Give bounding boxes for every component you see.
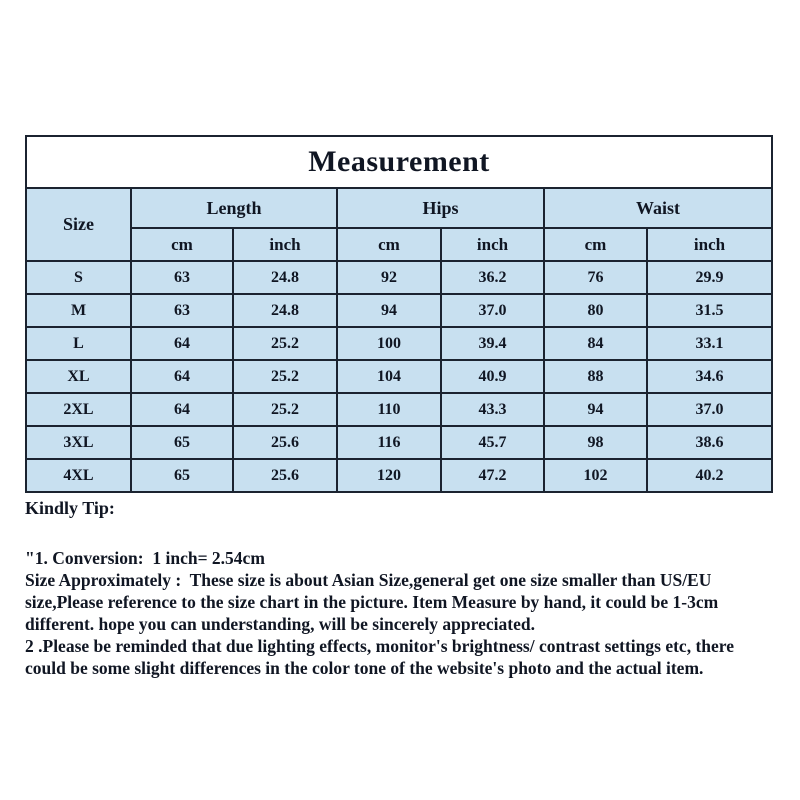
size-table-body: S 63 24.8 92 36.2 76 29.9 M 63 24.8 94 37.0 80 31.5 L 6… <box>25 260 774 493</box>
size-cell: 3XL <box>25 425 132 460</box>
note-line: size,Please reference to the size chart … <box>25 592 719 612</box>
table-title-row: Measurement <box>24 135 774 189</box>
size-cell: 4XL <box>25 458 132 493</box>
note-line: could be some slight differences in the … <box>25 658 704 678</box>
column-header-size: Size <box>25 187 132 262</box>
measurement-cell: 24.8 <box>232 260 338 295</box>
note-line: Size Approximately : These size is about… <box>25 570 712 590</box>
measurement-cell: 88 <box>543 359 648 394</box>
kindly-tip-heading: Kindly Tip: <box>25 498 115 518</box>
measurement-cell: 92 <box>336 260 442 295</box>
note-line: different. hope you can understanding, w… <box>25 614 535 634</box>
measurement-cell: 76 <box>543 260 648 295</box>
measurement-cell: 34.6 <box>645 359 774 394</box>
table-group-header-row: Size Length Hips Waist <box>25 187 774 262</box>
measurement-cell: 64 <box>130 359 234 394</box>
measurement-cell: 63 <box>130 293 234 328</box>
measurement-cell: 43.3 <box>440 392 545 427</box>
measurement-cell: 94 <box>543 392 648 427</box>
table-unit-header-row: cm inch cm inch cm inch <box>26 227 774 262</box>
page-title: Measurement <box>24 135 774 189</box>
column-group-hips: Hips <box>336 187 545 229</box>
unit-header-hips-inch: inch <box>440 227 545 262</box>
measurement-cell: 98 <box>543 425 648 460</box>
measurement-cell: 45.7 <box>440 425 545 460</box>
measurement-cell: 36.2 <box>440 260 545 295</box>
measurement-cell: 24.8 <box>232 293 338 328</box>
measurement-cell: 39.4 <box>440 326 545 361</box>
measurement-cell: 47.2 <box>440 458 545 493</box>
measurement-cell: 65 <box>130 458 234 493</box>
unit-header-hips-cm: cm <box>336 227 442 262</box>
measurement-cell: 64 <box>130 392 234 427</box>
measurement-cell: 38.6 <box>645 425 774 460</box>
measurement-cell: 116 <box>336 425 442 460</box>
measurement-cell: 102 <box>543 458 648 493</box>
measurement-cell: 80 <box>543 293 648 328</box>
table-row: M 63 24.8 94 37.0 80 31.5 <box>25 293 774 328</box>
unit-header-waist-inch: inch <box>645 227 774 262</box>
unit-header-length-cm: cm <box>130 227 234 262</box>
measurement-cell: 64 <box>130 326 234 361</box>
size-cell: 2XL <box>25 392 132 427</box>
table-row: 4XL 65 25.6 120 47.2 102 40.2 <box>25 458 774 493</box>
measurement-cell: 37.0 <box>645 392 774 427</box>
measurement-cell: 25.2 <box>232 359 338 394</box>
measurement-cell: 110 <box>336 392 442 427</box>
size-cell: XL <box>25 359 132 394</box>
notes-section: Kindly Tip: "1. Conversion: 1 inch= 2.54… <box>25 498 780 679</box>
measurement-cell: 25.2 <box>232 326 338 361</box>
measurement-cell: 40.2 <box>645 458 774 493</box>
measurement-cell: 100 <box>336 326 442 361</box>
unit-header-length-inch: inch <box>232 227 338 262</box>
measurement-cell: 29.9 <box>645 260 774 295</box>
measurement-cell: 33.1 <box>645 326 774 361</box>
measurement-cell: 65 <box>130 425 234 460</box>
measurement-cell: 94 <box>336 293 442 328</box>
size-cell: M <box>25 293 132 328</box>
column-group-waist: Waist <box>542 187 774 229</box>
measurement-cell: 25.2 <box>232 392 338 427</box>
table-row: 3XL 65 25.6 116 45.7 98 38.6 <box>25 425 774 460</box>
measurement-cell: 40.9 <box>440 359 545 394</box>
table-row: 2XL 64 25.2 110 43.3 94 37.0 <box>25 392 774 427</box>
measurement-cell: 63 <box>130 260 234 295</box>
note-line: "1. Conversion: 1 inch= 2.54cm <box>25 548 265 568</box>
column-group-length: Length <box>130 187 338 229</box>
table-row: L 64 25.2 100 39.4 84 33.1 <box>25 326 774 361</box>
size-cell: L <box>25 326 132 361</box>
measurement-cell: 25.6 <box>232 458 338 493</box>
table-row: XL 64 25.2 104 40.9 88 34.6 <box>25 359 774 394</box>
measurement-cell: 120 <box>336 458 442 493</box>
measurement-cell: 84 <box>543 326 648 361</box>
measurement-cell: 37.0 <box>440 293 545 328</box>
table-row: S 63 24.8 92 36.2 76 29.9 <box>25 260 774 295</box>
note-line: 2 .Please be reminded that due lighting … <box>25 636 734 656</box>
size-cell: S <box>25 260 132 295</box>
measurement-cell: 31.5 <box>645 293 774 328</box>
unit-header-waist-cm: cm <box>543 227 648 262</box>
measurement-table: Measurement Size Length Hips Waist cm in… <box>24 135 774 493</box>
measurement-cell: 25.6 <box>232 425 338 460</box>
measurement-cell: 104 <box>336 359 442 394</box>
